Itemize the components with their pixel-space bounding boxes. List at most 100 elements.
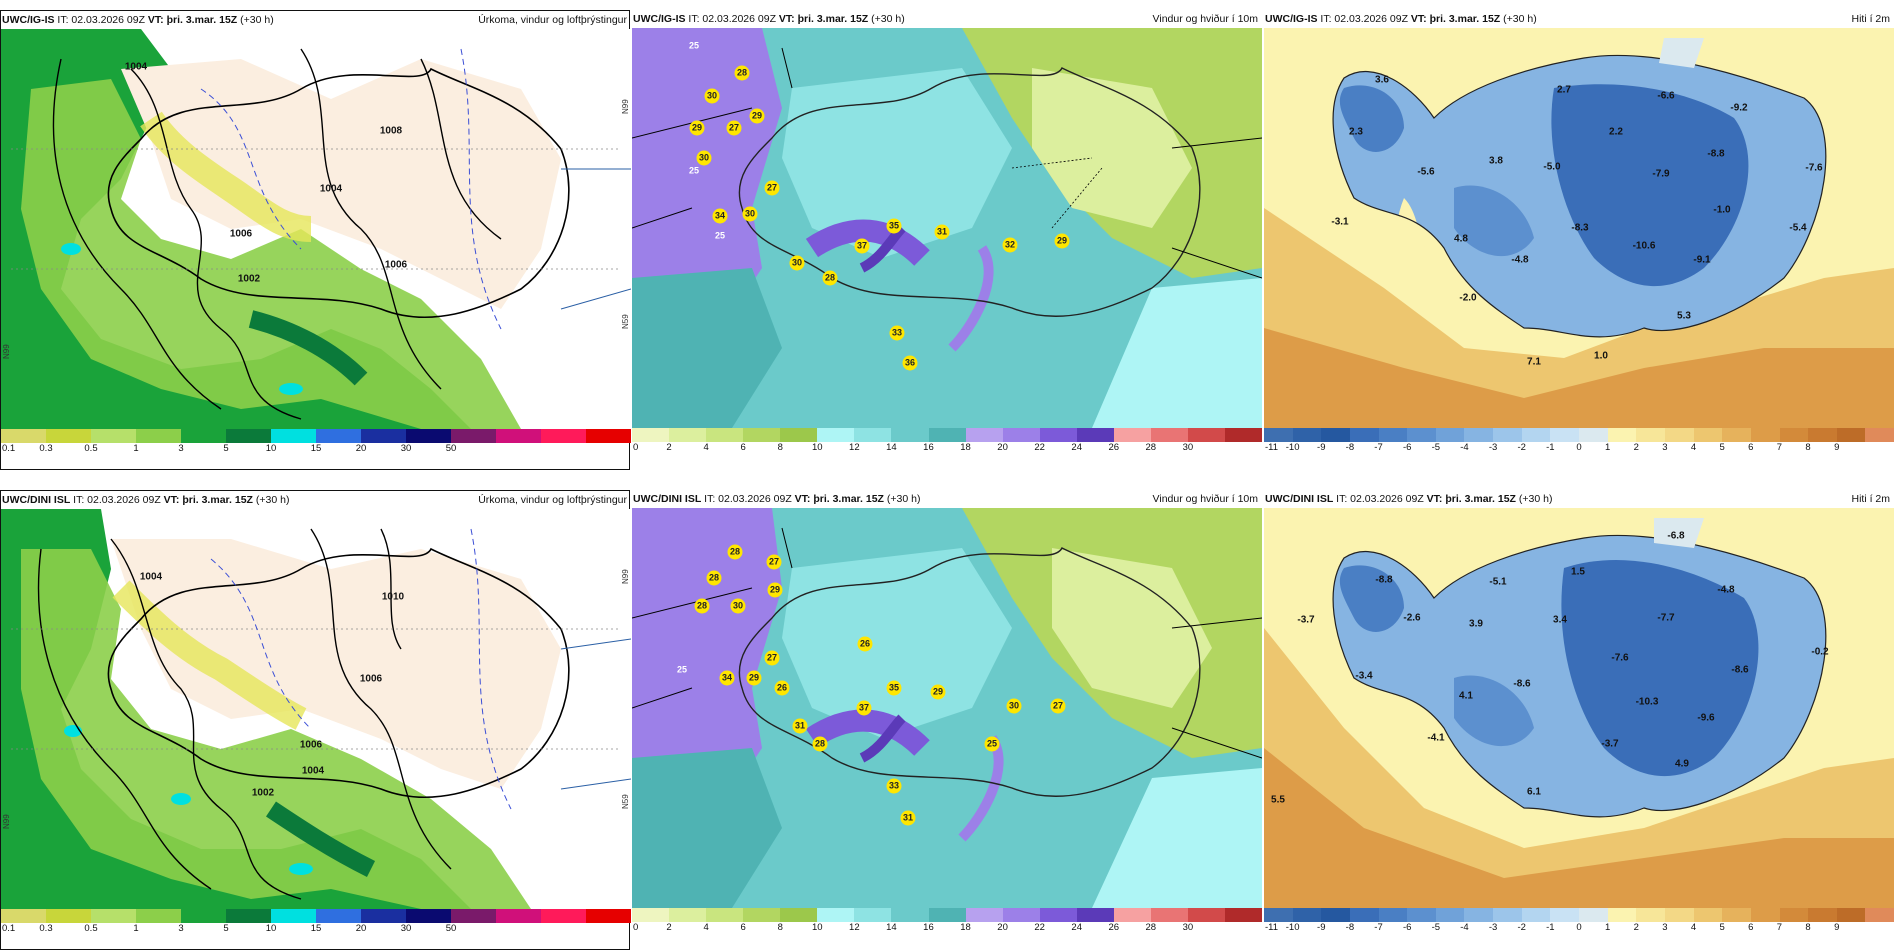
colorbar-swatch bbox=[1349, 428, 1379, 442]
colorbar-swatch bbox=[406, 909, 451, 923]
colorbar-tick-label: 8 bbox=[1805, 442, 1811, 453]
temp-label: -5.6 bbox=[1417, 166, 1435, 178]
colorbar-swatch bbox=[706, 428, 744, 442]
colorbar-swatch bbox=[1636, 428, 1665, 442]
colorbar-swatch bbox=[451, 429, 496, 443]
gust-label: 30 bbox=[704, 88, 720, 104]
model-name: UWC/DINI ISL bbox=[1265, 493, 1334, 505]
temp-panel-2[interactable]: UWC/DINI ISL IT: 02.03.2026 09Z VT: þri.… bbox=[1264, 490, 1895, 950]
colorbar-tick-label: -5 bbox=[1431, 442, 1441, 453]
gust-label: 27 bbox=[1050, 698, 1066, 714]
precip-panel-1[interactable]: UWC/IG-IS IT: 02.03.2026 09Z VT: þri. 3.… bbox=[0, 10, 631, 470]
temp-map[interactable]: 3.6 2.7 -6.6 -9.2 2.3 2.2 3.8 -5.6 -5.0 … bbox=[1264, 28, 1894, 428]
colorbar-swatch bbox=[316, 429, 361, 443]
temp-label: -4.8 bbox=[1511, 254, 1529, 266]
colorbar-swatch bbox=[1225, 908, 1263, 922]
gust-label: 27 bbox=[764, 650, 780, 666]
colorbar-tick-label: 8 bbox=[777, 922, 783, 933]
temp-map-canvas bbox=[1264, 28, 1894, 428]
colorbar-tick-label: 0 bbox=[633, 442, 639, 453]
gust-label: 27 bbox=[764, 180, 780, 196]
colorbar-swatch bbox=[1150, 908, 1188, 922]
panel-header: UWC/IG-IS IT: 02.03.2026 09Z VT: þri. 3.… bbox=[1264, 10, 1894, 28]
colorbar-swatch bbox=[1435, 428, 1465, 442]
precip-panel-2[interactable]: UWC/DINI ISL IT: 02.03.2026 09Z VT: þri.… bbox=[0, 490, 631, 950]
colorbar-swatch bbox=[361, 429, 406, 443]
colorbar-tick-label: 9 bbox=[1834, 442, 1840, 453]
colorbar-tick-label: -4 bbox=[1460, 922, 1469, 933]
colorbar-swatch bbox=[1607, 908, 1637, 922]
colorbar-tick-label: 0.3 bbox=[39, 923, 53, 934]
temp-map[interactable]: -6.8 -8.8 -5.1 1.5 -4.8 -3.7 -2.6 3.9 3.… bbox=[1264, 508, 1894, 908]
temp-label: 7.1 bbox=[1527, 356, 1541, 368]
model-name: UWC/DINI ISL bbox=[633, 493, 702, 505]
wind-map[interactable]: 28 30 29 29 27 30 25 27 34 30 25 35 31 3… bbox=[632, 28, 1262, 428]
lead-time: (+30 h) bbox=[255, 494, 290, 506]
colorbar-swatch bbox=[541, 429, 586, 443]
colorbar-swatch bbox=[271, 909, 316, 923]
colorbar-swatch bbox=[1464, 428, 1494, 442]
temp-map-canvas bbox=[1264, 508, 1894, 908]
temp-label: -6.8 bbox=[1667, 530, 1685, 542]
precip-map[interactable]: 1004 1006 1008 1002 1004 1006 N99 N59 N9… bbox=[1, 29, 631, 429]
edge-label: N99 bbox=[2, 344, 11, 359]
precip-colorbar-ticks: 0.1 0.3 0.5 1 3 5 10 15 20 30 50 bbox=[1, 923, 631, 937]
lead-time: (+30 h) bbox=[886, 493, 921, 505]
colorbar-tick-label: 28 bbox=[1145, 442, 1157, 453]
temp-label: 2.2 bbox=[1609, 126, 1623, 138]
temp-label: -4.1 bbox=[1427, 732, 1445, 744]
colorbar-swatch bbox=[496, 909, 541, 923]
panel-header: UWC/DINI ISL IT: 02.03.2026 09Z VT: þri.… bbox=[1, 491, 631, 509]
temp-label: -3.1 bbox=[1331, 216, 1349, 228]
colorbar-tick-label: 0.1 bbox=[2, 923, 16, 934]
colorbar-swatch bbox=[854, 428, 892, 442]
valid-time: þri. 3.mar. 15Z bbox=[797, 13, 869, 25]
colorbar-tick-label: 24 bbox=[1071, 442, 1082, 453]
valid-label: VT: bbox=[794, 493, 811, 505]
temp-label: -10.3 bbox=[1635, 696, 1659, 708]
colorbar-swatch bbox=[1002, 908, 1040, 922]
colorbar-tick-label: 4 bbox=[703, 442, 709, 453]
colorbar-tick-label: 1 bbox=[1604, 922, 1611, 933]
wind-panel-1[interactable]: UWC/IG-IS IT: 02.03.2026 09Z VT: þri. 3.… bbox=[632, 10, 1263, 470]
temp-colorbar-ticks: -11 -10 -9 -8 -7 -6 -5 -4 -3 -2 -1 0 1 2 3 4 5 6 7 8 9 bbox=[1264, 922, 1894, 936]
colorbar-swatch bbox=[1002, 428, 1040, 442]
isobar-label: 1006 bbox=[299, 739, 323, 751]
colorbar-swatch bbox=[1693, 428, 1723, 442]
colorbar-swatch bbox=[1, 909, 46, 923]
colorbar-tick-label: -11 bbox=[1265, 922, 1279, 933]
gust-label: 28 bbox=[812, 736, 828, 752]
colorbar-swatch bbox=[1865, 908, 1895, 922]
colorbar-swatch bbox=[1693, 908, 1723, 922]
colorbar-tick-label: 7 bbox=[1776, 442, 1783, 453]
colorbar-tick-label: 16 bbox=[923, 922, 934, 933]
temp-label: 6.1 bbox=[1527, 786, 1541, 798]
colorbar-tick-label: 0 bbox=[633, 922, 639, 933]
isobar-label: 1004 bbox=[301, 765, 325, 777]
precip-map-canvas bbox=[1, 29, 631, 429]
temp-label: -4.8 bbox=[1717, 584, 1735, 596]
panel-header: UWC/DINI ISL IT: 02.03.2026 09Z VT: þri.… bbox=[1264, 490, 1894, 508]
gust-label: 34 bbox=[712, 208, 728, 224]
gust-label: 31 bbox=[934, 224, 950, 240]
precip-map[interactable]: 1004 1006 1010 1006 1004 1002 N99 N59 N9… bbox=[1, 509, 631, 909]
temp-panel-1[interactable]: UWC/IG-IS IT: 02.03.2026 09Z VT: þri. 3.… bbox=[1264, 10, 1895, 470]
temp-label: 5.5 bbox=[1271, 794, 1285, 806]
colorbar-swatch bbox=[1292, 428, 1322, 442]
temp-label: -7.9 bbox=[1652, 168, 1670, 180]
valid-time: þri. 3.mar. 15Z bbox=[182, 494, 253, 506]
colorbar-tick-label: 18 bbox=[960, 922, 971, 933]
colorbar-tick-label: -10 bbox=[1285, 442, 1300, 453]
gust-label: 28 bbox=[706, 570, 722, 586]
edge-label: N59 bbox=[621, 794, 630, 809]
colorbar-tick-label: 10 bbox=[265, 443, 277, 454]
colorbar-swatch bbox=[669, 908, 707, 922]
gust-label: 31 bbox=[900, 810, 916, 826]
wind-panel-2[interactable]: UWC/DINI ISL IT: 02.03.2026 09Z VT: þri.… bbox=[632, 490, 1263, 950]
colorbar-swatch bbox=[743, 428, 781, 442]
colorbar-tick-label: 24 bbox=[1071, 922, 1082, 933]
wind-colorbar-ticks: 0 2 4 6 8 10 12 14 16 18 20 22 24 26 28 30 bbox=[632, 922, 1262, 936]
wind-map[interactable]: 28 27 28 29 28 30 27 26 34 29 26 35 29 3… bbox=[632, 508, 1262, 908]
temp-label: 5.3 bbox=[1677, 310, 1691, 322]
gust-label: 37 bbox=[856, 700, 872, 716]
